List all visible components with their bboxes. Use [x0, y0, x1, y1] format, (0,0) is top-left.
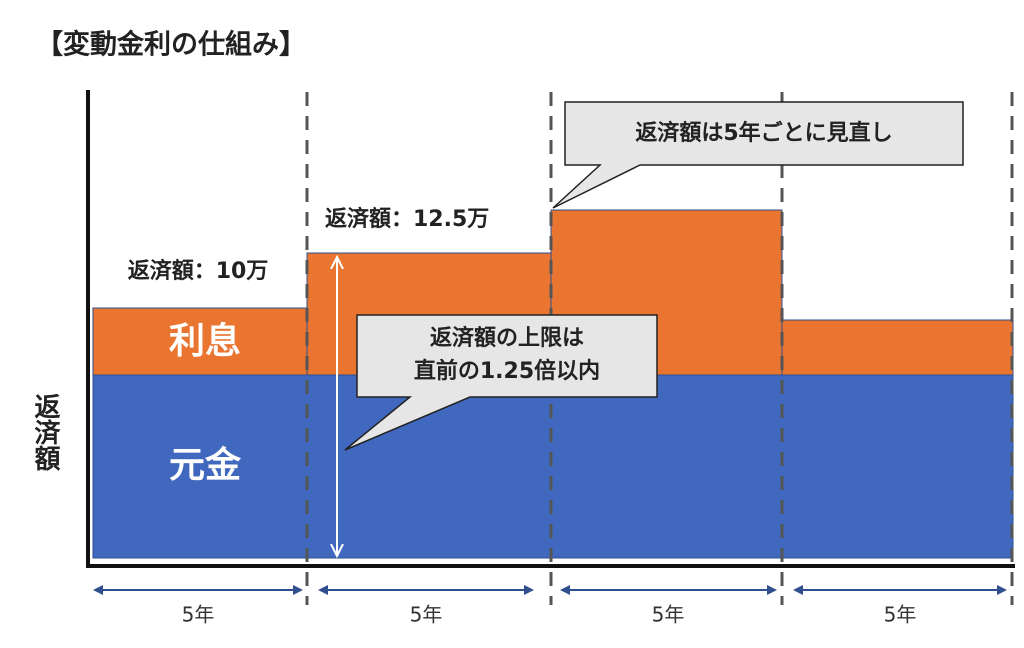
principal-label: 元金	[169, 444, 242, 486]
interest-label: 利息	[169, 321, 241, 362]
principal-area	[92, 374, 1014, 559]
interest-bar	[781, 319, 1014, 376]
callout-box	[344, 314, 658, 451]
period-label: 5年	[410, 603, 443, 627]
period-label: 5年	[182, 603, 215, 627]
callout-text: 直前の1.25倍以内	[414, 358, 600, 384]
payment-label: 返済額：12.5万	[325, 206, 489, 232]
callout-box	[552, 101, 964, 209]
payment-label: 返済額：10万	[128, 258, 269, 284]
callout-text: 返済額の上限は	[430, 325, 584, 351]
interest-bar	[92, 307, 308, 376]
period-label: 5年	[884, 603, 917, 627]
title: 【変動金利の仕組み】	[36, 29, 306, 61]
period-label: 5年	[652, 603, 685, 627]
callout-text: 返済額は5年ごとに見直し	[635, 120, 892, 146]
y-axis-label: 返済額	[30, 393, 60, 472]
dividers	[305, 92, 1014, 605]
